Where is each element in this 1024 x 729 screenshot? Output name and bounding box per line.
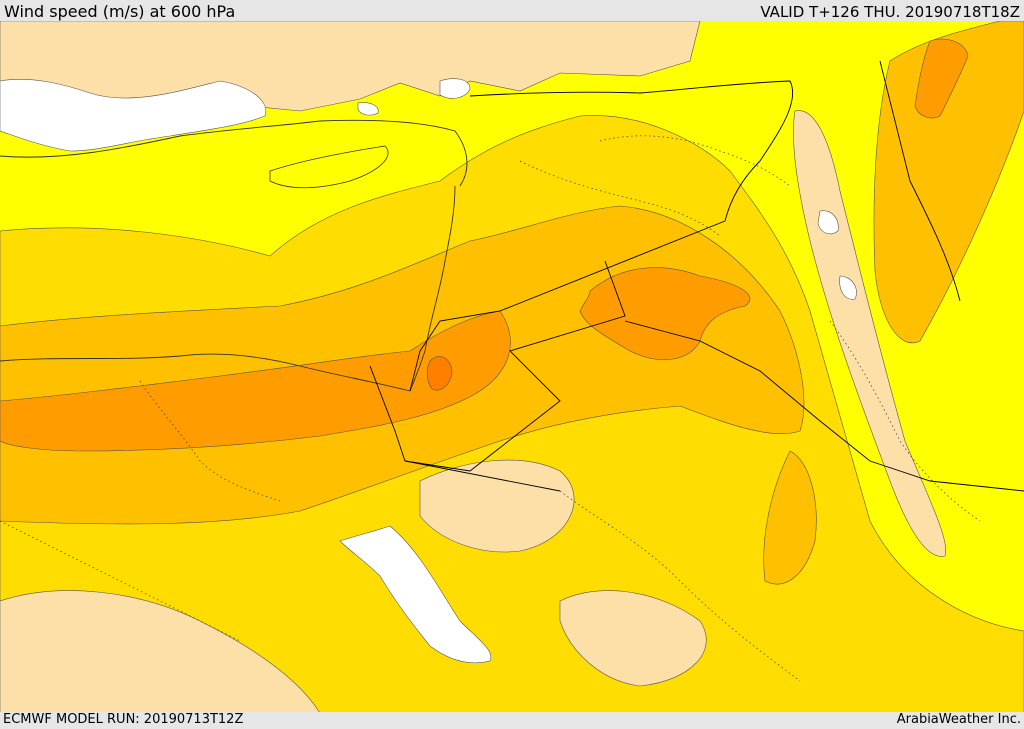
- model-run-label: ECMWF MODEL RUN: 20190713T12Z: [3, 712, 244, 727]
- sea-islet: [357, 102, 379, 116]
- band-light-south-2: [0, 590, 321, 713]
- map-title: Wind speed (m/s) at 600 hPa: [4, 2, 236, 21]
- band-orange-east: [914, 38, 969, 119]
- coastline-turkey-south: [0, 119, 468, 187]
- border-iran: [879, 60, 961, 302]
- admin-lines-1: [139, 380, 281, 502]
- map-canvas: [0, 21, 1024, 713]
- band-light-south-3: [559, 590, 707, 687]
- band-amber-east: [873, 21, 1024, 344]
- band-orange: [0, 310, 511, 452]
- admin-lines-2: [519, 160, 721, 237]
- credit-label: ArabiaWeather Inc.: [896, 712, 1021, 727]
- lake-2: [839, 275, 857, 300]
- lake-1: [817, 210, 839, 235]
- band-light-south-1: [419, 459, 575, 553]
- admin-lines-4: [0, 520, 241, 642]
- border-iraq-saudi: [624, 320, 1024, 492]
- sea-red-sea: [339, 525, 492, 664]
- admin-lines-3: [559, 490, 801, 682]
- border-jordan-iraq: [409, 220, 726, 392]
- border-saudi-north: [404, 260, 626, 472]
- border-syria-iraq: [469, 80, 794, 222]
- header-bar: Wind speed (m/s) at 600 hPa VALID T+126 …: [0, 0, 1024, 22]
- sea-small: [439, 78, 471, 99]
- admin-lines-6: [599, 135, 791, 187]
- coastline-levant: [409, 185, 456, 392]
- admin-lines-5: [829, 320, 981, 522]
- wind-speed-map: [0, 21, 1024, 713]
- island-cyprus: [269, 145, 389, 189]
- sea-aegean: [0, 79, 267, 152]
- band-dark-orange: [426, 356, 453, 391]
- footer-bar: ECMWF MODEL RUN: 20190713T12Z ArabiaWeat…: [0, 712, 1024, 729]
- valid-time-label: VALID T+126 THU. 20190718T18Z: [760, 3, 1020, 21]
- band-orange-central: [579, 267, 751, 361]
- coastline-north-africa: [0, 353, 411, 392]
- border-egypt: [369, 365, 561, 492]
- band-amber-south: [763, 450, 817, 585]
